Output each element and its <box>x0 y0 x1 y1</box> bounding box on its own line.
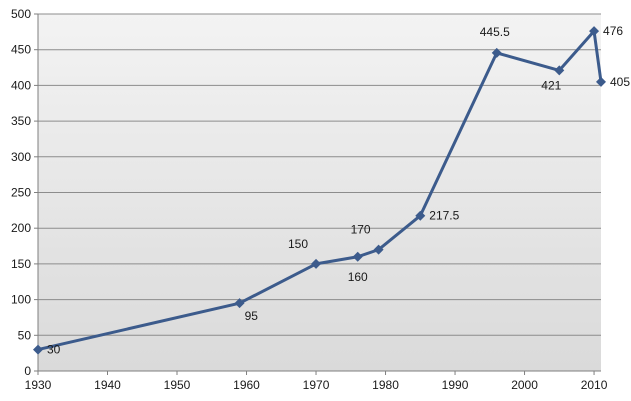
y-tick-label: 150 <box>11 257 31 271</box>
data-point-marker <box>589 26 600 37</box>
series-line-layer <box>37 29 603 352</box>
x-tick-label: 2000 <box>511 378 538 392</box>
data-point-marker <box>596 76 606 87</box>
y-tick-label: 300 <box>11 150 31 164</box>
data-label: 30 <box>47 343 61 357</box>
data-label: 421 <box>541 78 561 92</box>
x-tick-label: 1970 <box>303 378 330 392</box>
data-label: 95 <box>245 309 259 323</box>
data-label: 150 <box>288 237 308 251</box>
data-label: 476 <box>603 24 623 38</box>
data-point-marker <box>415 210 426 221</box>
y-tick-label: 400 <box>11 78 31 92</box>
x-tick-label: 2010 <box>581 378 608 392</box>
y-tick-label: 450 <box>11 43 31 57</box>
x-tick-label: 1940 <box>94 378 121 392</box>
y-tick-label: 100 <box>11 293 31 307</box>
data-label: 160 <box>348 270 368 284</box>
y-tick-label: 350 <box>11 114 31 128</box>
data-point-marker <box>234 298 245 309</box>
data-label: 170 <box>351 223 371 237</box>
x-tick-label: 1990 <box>442 378 469 392</box>
y-tick-label: 50 <box>18 328 32 342</box>
series-line <box>37 29 603 352</box>
x-tick-label: 1930 <box>25 378 52 392</box>
x-tick-label: 1950 <box>164 378 191 392</box>
x-tick-label: 1960 <box>233 378 260 392</box>
data-label-layer: 30 95 150 160 170 217.5 445.5 421 476 405 <box>47 24 630 356</box>
y-tick-label: 500 <box>11 7 31 21</box>
data-point-marker <box>373 244 384 255</box>
data-point-marker <box>554 65 565 76</box>
data-point-marker <box>352 251 363 262</box>
marker-layer <box>33 26 606 355</box>
x-tick-label: 1980 <box>372 378 399 392</box>
data-point-marker <box>311 258 322 269</box>
data-point-marker <box>491 47 502 58</box>
y-tick-label: 0 <box>24 364 31 378</box>
axes: 0 50 100 150 200 250 300 350 400 450 500 1930 1940 19… <box>11 7 608 392</box>
y-tick-label: 250 <box>11 186 31 200</box>
data-label: 405 <box>610 75 630 89</box>
data-point-marker <box>33 344 43 355</box>
data-label: 445.5 <box>480 25 510 39</box>
y-tick-label: 200 <box>11 221 31 235</box>
data-label: 217.5 <box>429 209 459 223</box>
